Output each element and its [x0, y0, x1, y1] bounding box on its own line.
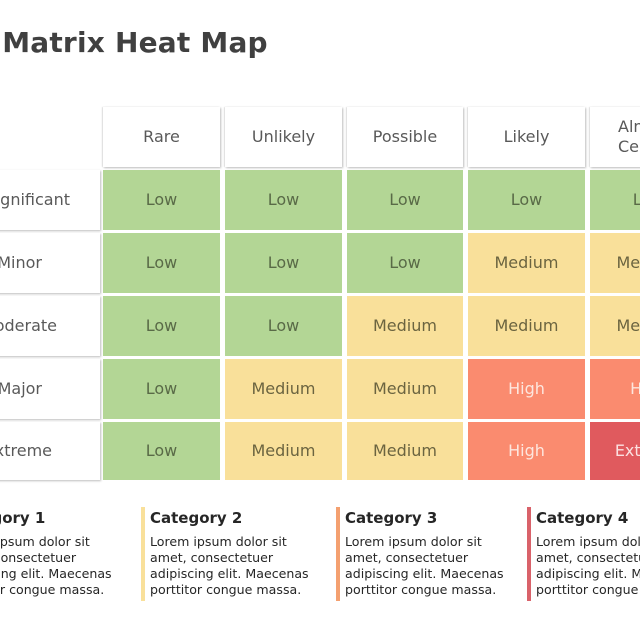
- category-3: Category 3 Lorem ipsum dolor sit amet, c…: [336, 507, 516, 601]
- category-body: Lorem ipsum dolor sit amet, consectetuer…: [0, 534, 112, 597]
- matrix-cell: Low: [103, 170, 220, 230]
- matrix-cell: Medium: [590, 233, 640, 293]
- category-title: Category 3: [345, 509, 438, 527]
- category-2: Category 2 Lorem ipsum dolor sit amet, c…: [141, 507, 321, 601]
- matrix-cell: Low: [225, 296, 342, 356]
- matrix-cell: Medium: [468, 233, 585, 293]
- matrix-cell: Low: [103, 233, 220, 293]
- category-body: Lorem ipsum dolor sit amet, consectetuer…: [536, 534, 640, 597]
- category-title: Category 4: [536, 509, 629, 527]
- row-label-major: Major: [0, 359, 100, 419]
- matrix-cell: Low: [590, 170, 640, 230]
- matrix-cell: Medium: [347, 422, 463, 480]
- matrix-cell: Low: [225, 170, 342, 230]
- matrix-cell: Medium: [347, 296, 463, 356]
- matrix-cell: High: [468, 422, 585, 480]
- category-color-bar: [336, 507, 340, 601]
- matrix-cell: Medium: [225, 422, 342, 480]
- category-body: Lorem ipsum dolor sit amet, consectetuer…: [345, 534, 504, 597]
- row-label-insignificant: Insignificant: [0, 170, 100, 230]
- category-title: Category 2: [150, 509, 243, 527]
- category-color-bar: [141, 507, 145, 601]
- page-title: Risk Matrix Heat Map: [0, 26, 268, 59]
- category-1: Category 1 Lorem ipsum dolor sit amet, c…: [0, 507, 124, 601]
- matrix-cell: Medium: [468, 296, 585, 356]
- matrix-cell: Medium: [590, 296, 640, 356]
- matrix-cell: Medium: [347, 359, 463, 419]
- header-unlikely: Unlikely: [225, 107, 342, 167]
- header-almost-certain: Almost Certain: [590, 107, 640, 167]
- matrix-cell: Low: [103, 422, 220, 480]
- matrix-cell: Low: [103, 296, 220, 356]
- header-rare: Rare: [103, 107, 220, 167]
- category-title: Category 1: [0, 509, 46, 527]
- category-color-bar: [527, 507, 531, 601]
- row-label-extreme: Extreme: [0, 422, 100, 480]
- matrix-cell: Low: [468, 170, 585, 230]
- matrix-cell: Low: [347, 233, 463, 293]
- matrix-cell: Medium: [225, 359, 342, 419]
- row-label-moderate: Moderate: [0, 296, 100, 356]
- category-4: Category 4 Lorem ipsum dolor sit amet, c…: [527, 507, 640, 601]
- matrix-cell: Low: [103, 359, 220, 419]
- header-likely: Likely: [468, 107, 585, 167]
- row-label-minor: Minor: [0, 233, 100, 293]
- header-possible: Possible: [347, 107, 463, 167]
- matrix-cell: High: [468, 359, 585, 419]
- matrix-cell: Low: [225, 233, 342, 293]
- category-body: Lorem ipsum dolor sit amet, consectetuer…: [150, 534, 309, 597]
- matrix-cell: Low: [347, 170, 463, 230]
- matrix-cell: High: [590, 359, 640, 419]
- matrix-cell: Extreme: [590, 422, 640, 480]
